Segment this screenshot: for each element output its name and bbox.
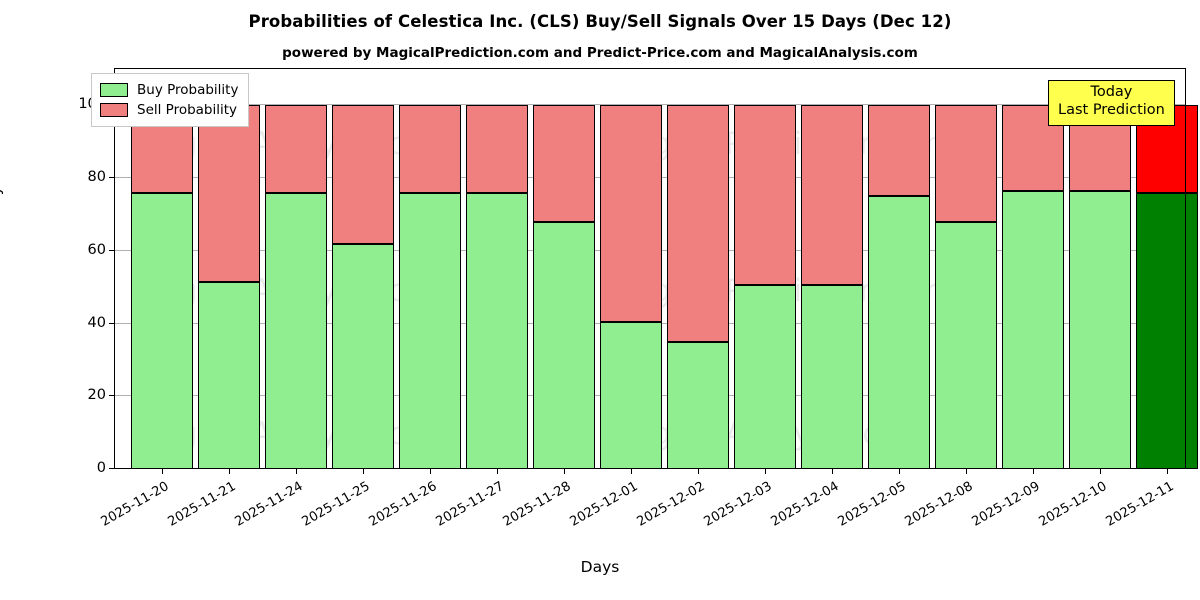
bar-group[interactable]: [466, 105, 528, 469]
today-annotation-line2: Last Prediction: [1058, 101, 1165, 118]
x-tick-mark: [966, 469, 967, 474]
x-tick-mark: [765, 469, 766, 474]
y-tick-label: 0: [96, 460, 106, 476]
y-tick-mark: [109, 249, 114, 251]
y-tick-mark: [109, 468, 114, 469]
bar-segment-buy[interactable]: [600, 321, 662, 469]
bar-group[interactable]: [667, 105, 729, 469]
gridline: [114, 104, 1186, 106]
x-tick-mark: [229, 469, 230, 474]
x-tick-mark: [899, 469, 900, 474]
x-tick-mark: [564, 469, 565, 474]
bar-segment-sell[interactable]: [198, 105, 260, 282]
plot-border-left: [114, 68, 115, 469]
legend-item-sell: Sell Probability: [100, 100, 238, 120]
bar-group[interactable]: [868, 105, 930, 469]
plot-border-bottom: [114, 468, 1186, 469]
legend-swatch-buy: [100, 83, 128, 97]
bar-segment-sell[interactable]: [533, 105, 595, 222]
x-tick-mark: [430, 469, 431, 474]
bar-segment-sell[interactable]: [332, 105, 394, 244]
chart-legend: Buy Probability Sell Probability: [91, 73, 250, 127]
bar-segment-buy[interactable]: [1002, 190, 1064, 469]
y-tick-mark: [109, 177, 114, 179]
bar-segment-buy[interactable]: [533, 221, 595, 469]
bar-group[interactable]: [935, 105, 997, 469]
y-tick-label: 40: [87, 314, 106, 331]
x-tick-mark: [832, 469, 833, 474]
bar-group[interactable]: [600, 105, 662, 469]
bar-group[interactable]: [1002, 105, 1064, 469]
x-tick-mark: [296, 469, 297, 474]
bar-segment-buy[interactable]: [466, 192, 528, 469]
bar-group[interactable]: [1069, 105, 1131, 469]
y-tick-label: 60: [87, 241, 106, 258]
y-tick-mark: [109, 322, 114, 324]
bar-segment-buy[interactable]: [1069, 190, 1131, 469]
bar-segment-buy[interactable]: [198, 281, 260, 469]
bar-group[interactable]: [801, 105, 863, 469]
today-annotation-line1: Today: [1090, 84, 1133, 100]
bar-segment-buy[interactable]: [801, 285, 863, 469]
legend-swatch-sell: [100, 103, 128, 117]
bar-group[interactable]: [533, 105, 595, 469]
bar-group[interactable]: [131, 105, 193, 469]
bar-group[interactable]: [399, 105, 461, 469]
x-tick-mark: [1033, 469, 1034, 474]
bar-segment-buy[interactable]: [868, 196, 930, 469]
bar-segment-sell[interactable]: [801, 105, 863, 286]
y-axis-label: Probability: [0, 186, 4, 268]
plot-border-top: [114, 68, 1186, 69]
x-tick-mark: [363, 469, 364, 474]
plot-area: MagicalAnalysis.comMagicalAnalysis.comMa…: [114, 68, 1198, 469]
bar-segment-sell[interactable]: [1002, 105, 1064, 191]
y-tick-label: 20: [87, 387, 106, 404]
bar-segment-buy[interactable]: [667, 341, 729, 469]
legend-item-buy: Buy Probability: [100, 80, 238, 100]
bar-segment-sell[interactable]: [466, 105, 528, 193]
x-tick-mark: [631, 469, 632, 474]
x-tick-mark: [1100, 469, 1101, 474]
today-annotation: Today Last Prediction: [1048, 80, 1175, 126]
chart-title: Probabilities of Celestica Inc. (CLS) Bu…: [248, 12, 952, 31]
bar-segment-buy[interactable]: [131, 192, 193, 469]
bar-segment-sell[interactable]: [265, 105, 327, 193]
bar-group[interactable]: [734, 105, 796, 469]
bar-segment-sell[interactable]: [667, 105, 729, 342]
bar-segment-buy[interactable]: [734, 285, 796, 469]
chart-subtitle: powered by MagicalPrediction.com and Pre…: [282, 45, 918, 61]
bar-group[interactable]: [265, 105, 327, 469]
x-tick-mark: [1167, 469, 1168, 474]
bar-segment-buy[interactable]: [935, 221, 997, 469]
bar-segment-buy[interactable]: [399, 192, 461, 469]
bar-segment-sell[interactable]: [399, 105, 461, 193]
bar-segment-sell[interactable]: [935, 105, 997, 222]
x-tick-mark: [162, 469, 163, 474]
y-tick-mark: [109, 395, 114, 397]
legend-label-sell: Sell Probability: [137, 102, 238, 118]
bar-segment-buy[interactable]: [265, 192, 327, 469]
legend-label-buy: Buy Probability: [137, 82, 239, 98]
bar-segment-buy[interactable]: [332, 243, 394, 469]
bar-segment-buy[interactable]: [1136, 192, 1198, 469]
bar-group[interactable]: [332, 105, 394, 469]
bar-segment-sell[interactable]: [600, 105, 662, 322]
x-tick-mark: [698, 469, 699, 474]
y-tick-label: 80: [87, 169, 106, 186]
x-axis-label: Days: [580, 558, 620, 576]
bar-segment-sell[interactable]: [868, 105, 930, 197]
plot-border-right: [1185, 68, 1186, 469]
bar-segment-sell[interactable]: [734, 105, 796, 286]
bar-group[interactable]: [198, 105, 260, 469]
x-tick-mark: [497, 469, 498, 474]
bar-group[interactable]: [1136, 105, 1198, 469]
